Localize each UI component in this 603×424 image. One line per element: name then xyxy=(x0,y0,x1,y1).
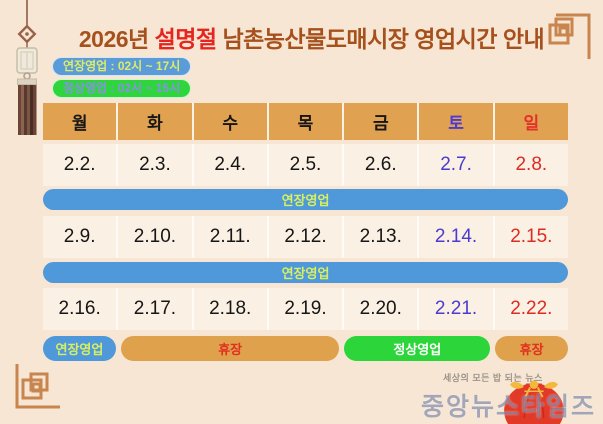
legend: 연장영업 : 02시 ~ 17시 정상영업 : 02시 ~ 15시 xyxy=(52,57,192,101)
schedule-bar: 정상영업 xyxy=(344,336,491,361)
weekday-cell: 토 xyxy=(419,103,495,140)
date-cell: 2.11. xyxy=(193,216,269,258)
weekday-cell: 화 xyxy=(118,103,194,140)
date-cell: 2.17. xyxy=(118,288,194,330)
watermark-tagline: 세상의 모든 밥 되는 뉴스 xyxy=(443,373,543,383)
date-cell: 2.6. xyxy=(344,144,420,186)
date-cell: 2.10. xyxy=(118,216,194,258)
date-cell: 2.12. xyxy=(268,216,345,258)
date-row: 2.16. 2.17. 2.18. 2.19. 2.20. 2.21. 2.22. xyxy=(43,288,568,330)
watermark-news-logo: 중앙뉴스타임즈 xyxy=(421,393,597,421)
legend-extended-hours-badge: 연장영업 : 02시 ~ 17시 xyxy=(52,57,192,76)
weekday-cell: 일 xyxy=(523,114,540,133)
weekday-cell: 금 xyxy=(344,103,420,140)
calendar-weeks: 2.2. 2.3. 2.4. 2.5. 2.6. 2.7. 2.8. 연장영업 2.9. 2.10… xyxy=(43,140,569,361)
schedule-bar: 휴장 xyxy=(120,336,340,361)
date-row: 2.9. 2.10. 2.11. 2.12. 2.13. 2.14. 2.15. xyxy=(43,216,568,258)
date-cell: 2.5. xyxy=(268,144,345,186)
date-cell: 2.22. xyxy=(494,288,568,330)
title-holiday-highlight: 설명절 xyxy=(154,26,217,52)
date-cell: 2.9. xyxy=(43,216,119,258)
date-cell: 2.8. xyxy=(494,144,568,186)
weekday-cell: 수 xyxy=(194,103,269,140)
title-rest: 남촌농산물도매시장 영업시간 안내 xyxy=(216,26,545,52)
date-cell: 2.3. xyxy=(118,144,194,186)
page-title: 2026년 설명절 남촌농산물도매시장 영업시간 안내 xyxy=(40,20,583,54)
date-cell: 2.19. xyxy=(268,288,345,330)
date-cell: 2.14. xyxy=(419,216,495,258)
date-cell: 2.20. xyxy=(344,288,420,330)
date-cell: 2.2. xyxy=(43,144,119,186)
weekday-cell: 목 xyxy=(269,103,345,140)
date-cell: 2.18. xyxy=(193,288,269,330)
lattice-corner-bottom-left-icon xyxy=(8,360,66,423)
schedule-bar: 연장영업 xyxy=(43,189,568,210)
lattice-corner-top-right-icon xyxy=(544,5,598,70)
schedule-bar-row: 연장영업 xyxy=(43,189,568,210)
schedule-bar-row: 연장영업 xyxy=(43,262,568,283)
date-cell: 2.7. xyxy=(419,144,495,186)
title-year-market: 2026년 xyxy=(78,26,155,52)
legend-normal-hours-badge: 정상영업 : 02시 ~ 15시 xyxy=(52,79,192,98)
date-cell: 2.15. xyxy=(494,216,568,258)
schedule-bar: 연장영업 xyxy=(43,336,116,361)
fortune-pouch-icon xyxy=(498,372,568,424)
schedule-bar: 휴장 xyxy=(495,336,569,361)
date-row: 2.2. 2.3. 2.4. 2.5. 2.6. 2.7. 2.8. xyxy=(43,144,568,186)
schedule-bar: 연장영업 xyxy=(43,262,568,283)
date-cell: 2.13. xyxy=(344,216,420,258)
weekday-cell: 월 xyxy=(43,103,119,140)
korean-tassel-ornament-icon xyxy=(6,0,46,145)
date-cell: 2.21. xyxy=(419,288,495,330)
date-cell: 2.16. xyxy=(43,288,119,330)
schedule-bar-row: 연장영업 휴장 정상영업 휴장 xyxy=(43,336,569,361)
date-cell: 2.4. xyxy=(193,144,269,186)
